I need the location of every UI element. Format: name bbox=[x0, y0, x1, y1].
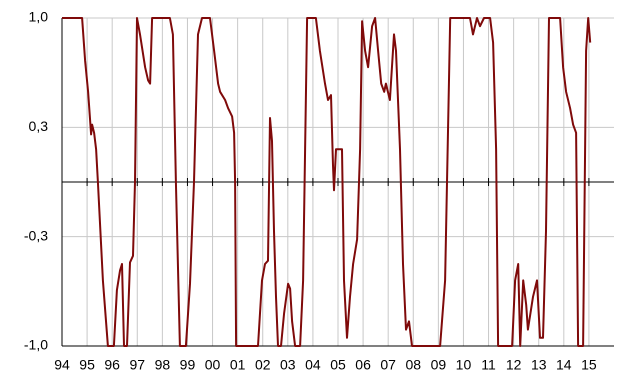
y-tick-label: 0,3 bbox=[29, 118, 49, 134]
x-tick-label: 14 bbox=[556, 357, 572, 373]
x-tick-label: 95 bbox=[79, 357, 95, 373]
x-tick-label: 98 bbox=[155, 357, 171, 373]
x-tick-label: 01 bbox=[230, 357, 246, 373]
x-tick-label: 03 bbox=[280, 357, 296, 373]
x-tick-label: 09 bbox=[431, 357, 447, 373]
x-tick-label: 02 bbox=[255, 357, 271, 373]
x-tick-label: 07 bbox=[380, 357, 396, 373]
x-tick-label: 06 bbox=[355, 357, 371, 373]
x-tick-label: 11 bbox=[481, 357, 496, 373]
x-tick-label: 13 bbox=[531, 357, 547, 373]
y-tick-label: 1,0 bbox=[29, 9, 49, 25]
data-line bbox=[62, 17, 592, 347]
x-tick-label: 96 bbox=[104, 357, 120, 373]
x-tick-label: 15 bbox=[581, 357, 597, 373]
x-tick-label: 10 bbox=[456, 357, 472, 373]
x-tick-label: 08 bbox=[405, 357, 421, 373]
y-tick-label: -0,3 bbox=[24, 227, 48, 243]
x-tick-label: 94 bbox=[54, 357, 70, 373]
x-tick-label: 97 bbox=[129, 357, 145, 373]
x-tick-label: 12 bbox=[506, 357, 522, 373]
x-tick-label: 99 bbox=[180, 357, 196, 373]
y-tick-label: -1,0 bbox=[24, 337, 48, 353]
x-tick-label: 00 bbox=[205, 357, 221, 373]
x-tick-label: 05 bbox=[330, 357, 346, 373]
x-tick-label: 04 bbox=[305, 357, 321, 373]
